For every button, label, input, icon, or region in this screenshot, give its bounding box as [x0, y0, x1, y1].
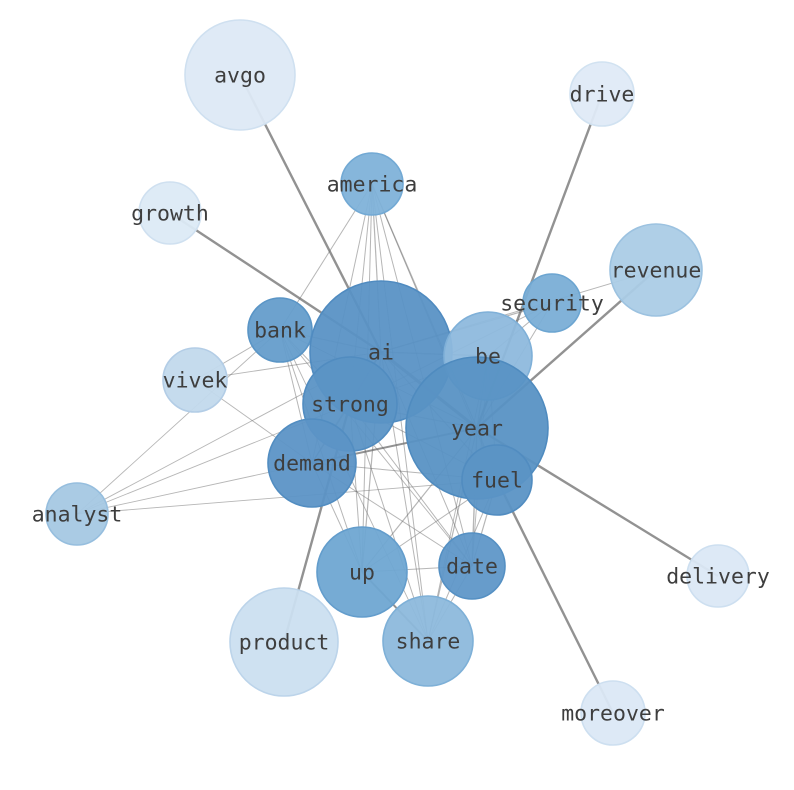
node-america [340, 152, 404, 216]
node-demand [267, 418, 357, 508]
node-share [382, 595, 474, 687]
node-moreover [580, 680, 646, 746]
node-fuel [461, 444, 533, 516]
node-vivek [162, 347, 228, 413]
node-product [229, 587, 339, 697]
node-bank [247, 297, 313, 363]
node-delivery [686, 544, 750, 608]
node-avgo [184, 19, 296, 131]
node-revenue [609, 223, 703, 317]
node-growth [138, 181, 202, 245]
node-date [438, 532, 506, 600]
node-security [522, 273, 582, 333]
node-analyst [45, 482, 109, 546]
node-drive [569, 61, 635, 127]
node-up [316, 526, 408, 618]
edge-analyst-bank [76, 329, 281, 515]
edge-moreover-fuel [495, 479, 615, 714]
